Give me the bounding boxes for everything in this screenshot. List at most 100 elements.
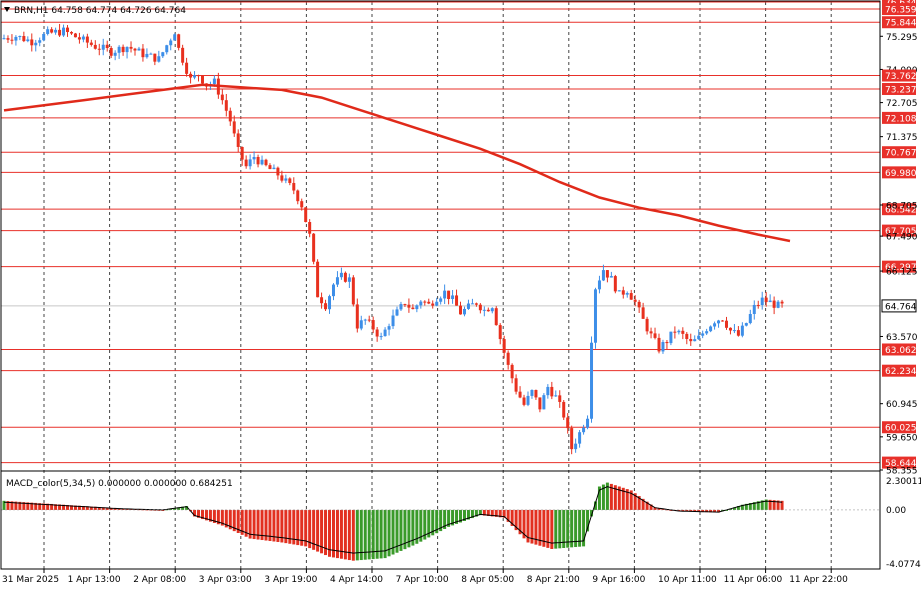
- candle-body: [256, 156, 260, 165]
- macd-bar: [276, 509, 280, 542]
- macd-bar: [462, 509, 466, 521]
- macd-bar: [574, 509, 578, 548]
- candlesticks: [2, 23, 784, 455]
- macd-bar: [705, 509, 709, 513]
- macd-bar: [554, 509, 558, 549]
- macd-bar: [510, 509, 514, 526]
- candle-body: [153, 53, 157, 62]
- macd-bar: [335, 509, 339, 559]
- macd-bar: [177, 507, 181, 510]
- price-tick-label: 68.705: [886, 202, 918, 212]
- macd-bar: [62, 504, 66, 510]
- macd-bar: [264, 509, 268, 541]
- macd-bar: [316, 509, 320, 552]
- candle-body: [260, 159, 264, 165]
- candle-body: [129, 46, 133, 49]
- macd-bar: [752, 502, 756, 510]
- candle-body: [415, 305, 419, 310]
- macd-bar: [645, 501, 649, 510]
- candle-body: [22, 36, 26, 42]
- candle-body: [439, 298, 443, 302]
- candle-body: [756, 304, 760, 306]
- macd-bar: [522, 509, 526, 539]
- candle-body: [89, 42, 93, 45]
- macd-bar: [69, 505, 73, 510]
- macd-bar: [474, 509, 478, 517]
- macd-bar: [697, 509, 701, 512]
- candle-body: [30, 39, 34, 46]
- level-price-badge: [882, 224, 916, 237]
- candle-body: [391, 315, 395, 327]
- macd-bar: [447, 509, 451, 527]
- candle-body: [240, 146, 244, 160]
- candle-body: [502, 339, 506, 353]
- candle-body: [740, 325, 744, 336]
- candle-body: [419, 301, 423, 306]
- candle-body: [780, 301, 784, 304]
- candle-body: [42, 33, 46, 41]
- level-price-label: 60.025: [885, 424, 917, 434]
- macd-bar: [272, 509, 276, 542]
- macd-bar: [89, 506, 93, 510]
- macd-bar: [367, 509, 371, 560]
- candle-body: [609, 276, 613, 278]
- level-price-badge: [882, 456, 916, 469]
- macd-bar: [54, 504, 58, 510]
- candle-body: [6, 38, 10, 40]
- candle-body: [689, 339, 693, 342]
- candle-body: [590, 342, 594, 419]
- moving-average-line: [3, 83, 791, 243]
- macd-bar: [439, 509, 443, 532]
- horizontal-levels: [1, 1, 880, 464]
- price-tick-label: 59.650: [886, 433, 918, 443]
- macd-bar: [363, 509, 367, 560]
- candle-body: [296, 190, 300, 202]
- candle-body: [62, 27, 66, 36]
- macd-bar: [300, 509, 304, 546]
- macd-bar: [292, 509, 296, 545]
- price-tick-label: 63.570: [886, 333, 918, 343]
- level-price-badge: [882, 16, 916, 29]
- candle-body: [570, 428, 574, 450]
- macd-bar: [653, 507, 657, 510]
- candle-body: [109, 48, 113, 56]
- macd-bar: [58, 504, 62, 510]
- macd-bar: [10, 501, 14, 510]
- candle-body: [506, 352, 510, 365]
- candle-body: [768, 300, 772, 303]
- collapse-triangle-icon[interactable]: [4, 7, 10, 12]
- candle-body: [482, 309, 486, 311]
- macd-bar: [772, 500, 776, 510]
- macd-scale-label: -4.077459: [886, 560, 921, 570]
- macd-bar: [236, 509, 240, 533]
- candle-body: [137, 48, 141, 51]
- price-tick-label: 60.945: [886, 400, 918, 410]
- macd-bar: [296, 509, 300, 546]
- chart-frame: [0, 0, 881, 570]
- candle-body: [320, 297, 324, 304]
- candle-body: [681, 330, 685, 334]
- candle-body: [478, 304, 482, 311]
- macd-bar: [455, 509, 459, 524]
- macd-bar: [379, 509, 383, 559]
- candle-body: [546, 386, 550, 396]
- macd-bar: [34, 502, 38, 510]
- candle-body: [554, 395, 558, 397]
- candle-body: [705, 331, 709, 334]
- macd-bar: [411, 509, 415, 546]
- candle-body: [526, 395, 530, 405]
- candle-body: [121, 46, 125, 53]
- candle-body: [224, 100, 228, 111]
- macd-bar: [204, 509, 208, 521]
- macd-bar: [748, 502, 752, 510]
- candle-body: [308, 222, 312, 234]
- candle-body: [566, 417, 570, 429]
- macd-bar: [220, 509, 224, 526]
- macd-bar: [740, 504, 744, 510]
- macd-bar: [308, 509, 312, 549]
- symbol-ohlc-label: BRN,H1 64.758 64.774 64.726 64.764: [14, 6, 186, 16]
- candle-body: [149, 53, 153, 55]
- candle-body: [200, 75, 204, 84]
- candle-body: [324, 303, 328, 310]
